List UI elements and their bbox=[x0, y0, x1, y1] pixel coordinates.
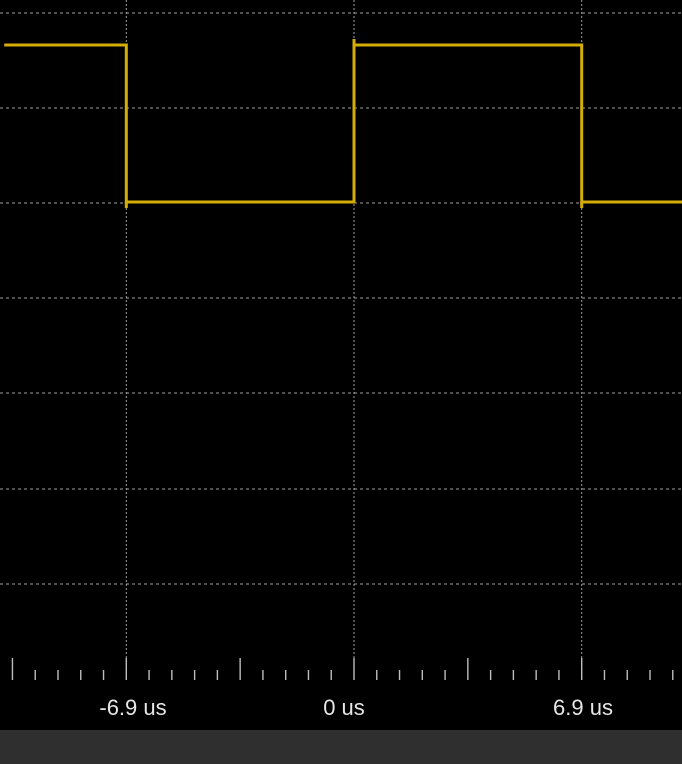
x-tick-label: 6.9 us bbox=[553, 695, 613, 720]
time-axis-minor-ticks bbox=[11, 658, 674, 680]
x-tick-label: -6.9 us bbox=[99, 695, 167, 720]
channel-trace bbox=[4, 39, 682, 208]
x-tick-label: 0 us bbox=[323, 695, 365, 720]
timebase-axis: -6.9 us 0 us 6.9 us bbox=[0, 680, 682, 730]
status-bar bbox=[0, 730, 682, 764]
square-wave-trace bbox=[4, 43, 682, 204]
graticule bbox=[0, 0, 682, 680]
waveform-plot[interactable] bbox=[0, 0, 682, 680]
